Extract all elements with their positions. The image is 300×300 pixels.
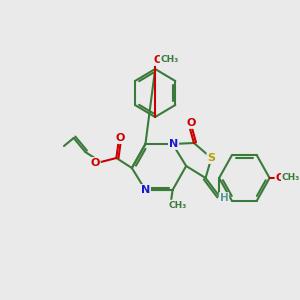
Text: O: O [186, 118, 196, 128]
Text: CH₃: CH₃ [160, 56, 179, 64]
Text: O: O [275, 173, 285, 183]
Text: N: N [141, 185, 150, 195]
Text: S: S [207, 153, 215, 163]
Text: N: N [169, 139, 178, 149]
Text: O: O [116, 133, 125, 143]
Text: O: O [90, 158, 100, 168]
Text: CH₃: CH₃ [168, 200, 187, 209]
Text: H: H [220, 193, 228, 203]
Text: CH₃: CH₃ [282, 173, 300, 182]
Text: O: O [153, 55, 163, 65]
